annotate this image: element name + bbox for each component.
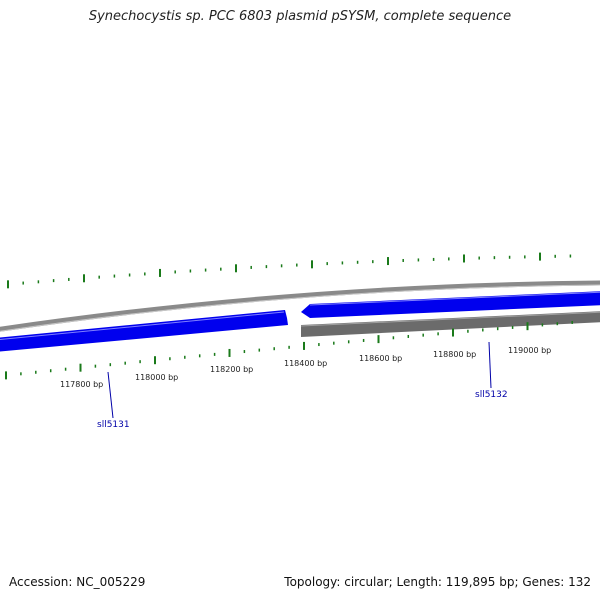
scale-tick-label: 118600 bp	[359, 354, 402, 363]
gene-sll5131-shade	[0, 311, 285, 341]
gene-forward-2[interactable]	[301, 291, 600, 318]
scale-tick-label: 119000 bp	[508, 346, 551, 355]
scale-tick-label: 118000 bp	[135, 373, 178, 382]
gene-label-sll5132[interactable]: sll5132	[475, 390, 508, 400]
scale-tick-label: 118400 bp	[284, 359, 327, 368]
scale-tick-label: 118800 bp	[433, 350, 476, 359]
gc-track-upper	[7, 252, 572, 289]
gene-label-line-sll5132	[488, 341, 492, 389]
backbone-arc-highlight	[0, 284, 600, 332]
gene-forward-2-shade	[309, 291, 600, 306]
gene-label-sll5131[interactable]: sll5131	[97, 420, 130, 430]
summary-text: Topology: circular; Length: 119,895 bp; …	[284, 575, 591, 589]
backbone-arc	[0, 280, 600, 332]
gene-sll5131[interactable]	[0, 310, 288, 352]
scale-tick-label: 117800 bp	[60, 380, 103, 389]
scale-tick-label: 118200 bp	[210, 365, 253, 374]
gene-label-line-sll5131	[107, 371, 114, 419]
accession-text: Accession: NC_005229	[9, 575, 146, 589]
gene-sll5132[interactable]	[301, 311, 600, 337]
gene-sll5132-shade	[300, 311, 600, 327]
map-title: Synechocystis sp. PCC 6803 plasmid pSYSM…	[88, 9, 512, 24]
gc-track-lower	[5, 320, 573, 380]
